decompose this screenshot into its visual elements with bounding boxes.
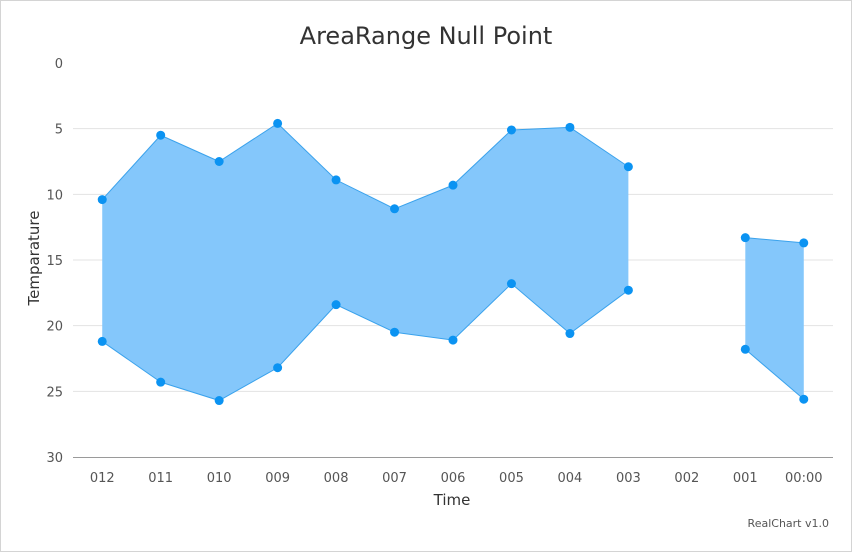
x-tick-label: 005 bbox=[499, 471, 524, 486]
y-axis-title: Temparature bbox=[25, 210, 43, 306]
low-point bbox=[623, 162, 633, 172]
low-point bbox=[331, 175, 341, 185]
x-tick-label: 008 bbox=[324, 471, 349, 486]
chart-title: AreaRange Null Point bbox=[299, 22, 553, 50]
high-point bbox=[565, 329, 575, 339]
series-area bbox=[101, 122, 805, 402]
x-tick-label: 004 bbox=[558, 471, 583, 486]
x-tick-label: 010 bbox=[207, 471, 232, 486]
x-tick-label: 006 bbox=[441, 471, 466, 486]
low-point bbox=[97, 195, 107, 205]
axes: 0 5 10 15 20 25 30 012 011 010 009 008 007 006 005 004 0… bbox=[46, 57, 833, 486]
low-point bbox=[799, 238, 809, 248]
high-point bbox=[273, 363, 283, 373]
low-point bbox=[156, 130, 166, 140]
y-tick-label: 25 bbox=[46, 385, 63, 400]
x-tick-label: 00:00 bbox=[785, 471, 822, 486]
credits-label: RealChart v1.0 bbox=[747, 517, 829, 530]
y-tick-label: 30 bbox=[46, 451, 63, 466]
high-line bbox=[101, 282, 629, 402]
low-point bbox=[390, 204, 400, 214]
high-line bbox=[744, 348, 805, 400]
x-tick-label: 009 bbox=[265, 471, 290, 486]
x-tick-label: 011 bbox=[148, 471, 173, 486]
low-point bbox=[448, 180, 458, 190]
high-point bbox=[448, 335, 458, 345]
low-point bbox=[214, 157, 224, 166]
high-point bbox=[390, 327, 400, 337]
range-area bbox=[745, 237, 804, 400]
low-point bbox=[506, 125, 516, 135]
y-tick-label: 5 bbox=[55, 123, 63, 138]
low-line bbox=[101, 122, 629, 210]
high-point bbox=[623, 285, 633, 295]
x-tick-label: 001 bbox=[733, 471, 758, 486]
high-point bbox=[506, 279, 516, 289]
high-point bbox=[156, 377, 166, 387]
x-tick-label: 003 bbox=[616, 471, 641, 486]
high-point bbox=[799, 394, 809, 404]
x-tick-label: 012 bbox=[90, 471, 115, 486]
y-tick-label: 20 bbox=[46, 320, 63, 335]
high-point bbox=[331, 300, 341, 310]
low-point bbox=[740, 233, 750, 243]
x-axis-title: Time bbox=[433, 491, 471, 509]
x-tick-label: 002 bbox=[674, 471, 699, 486]
high-point bbox=[214, 396, 224, 406]
low-point bbox=[273, 118, 283, 128]
high-point bbox=[97, 336, 107, 346]
series-markers bbox=[97, 118, 809, 406]
low-point bbox=[565, 122, 575, 132]
range-area bbox=[102, 123, 629, 401]
y-tick-label: 0 bbox=[55, 57, 63, 72]
high-point bbox=[740, 344, 750, 354]
x-tick-label: 007 bbox=[382, 471, 407, 486]
y-tick-label: 10 bbox=[46, 188, 63, 203]
y-tick-label: 15 bbox=[46, 254, 63, 269]
low-line bbox=[745, 237, 804, 244]
